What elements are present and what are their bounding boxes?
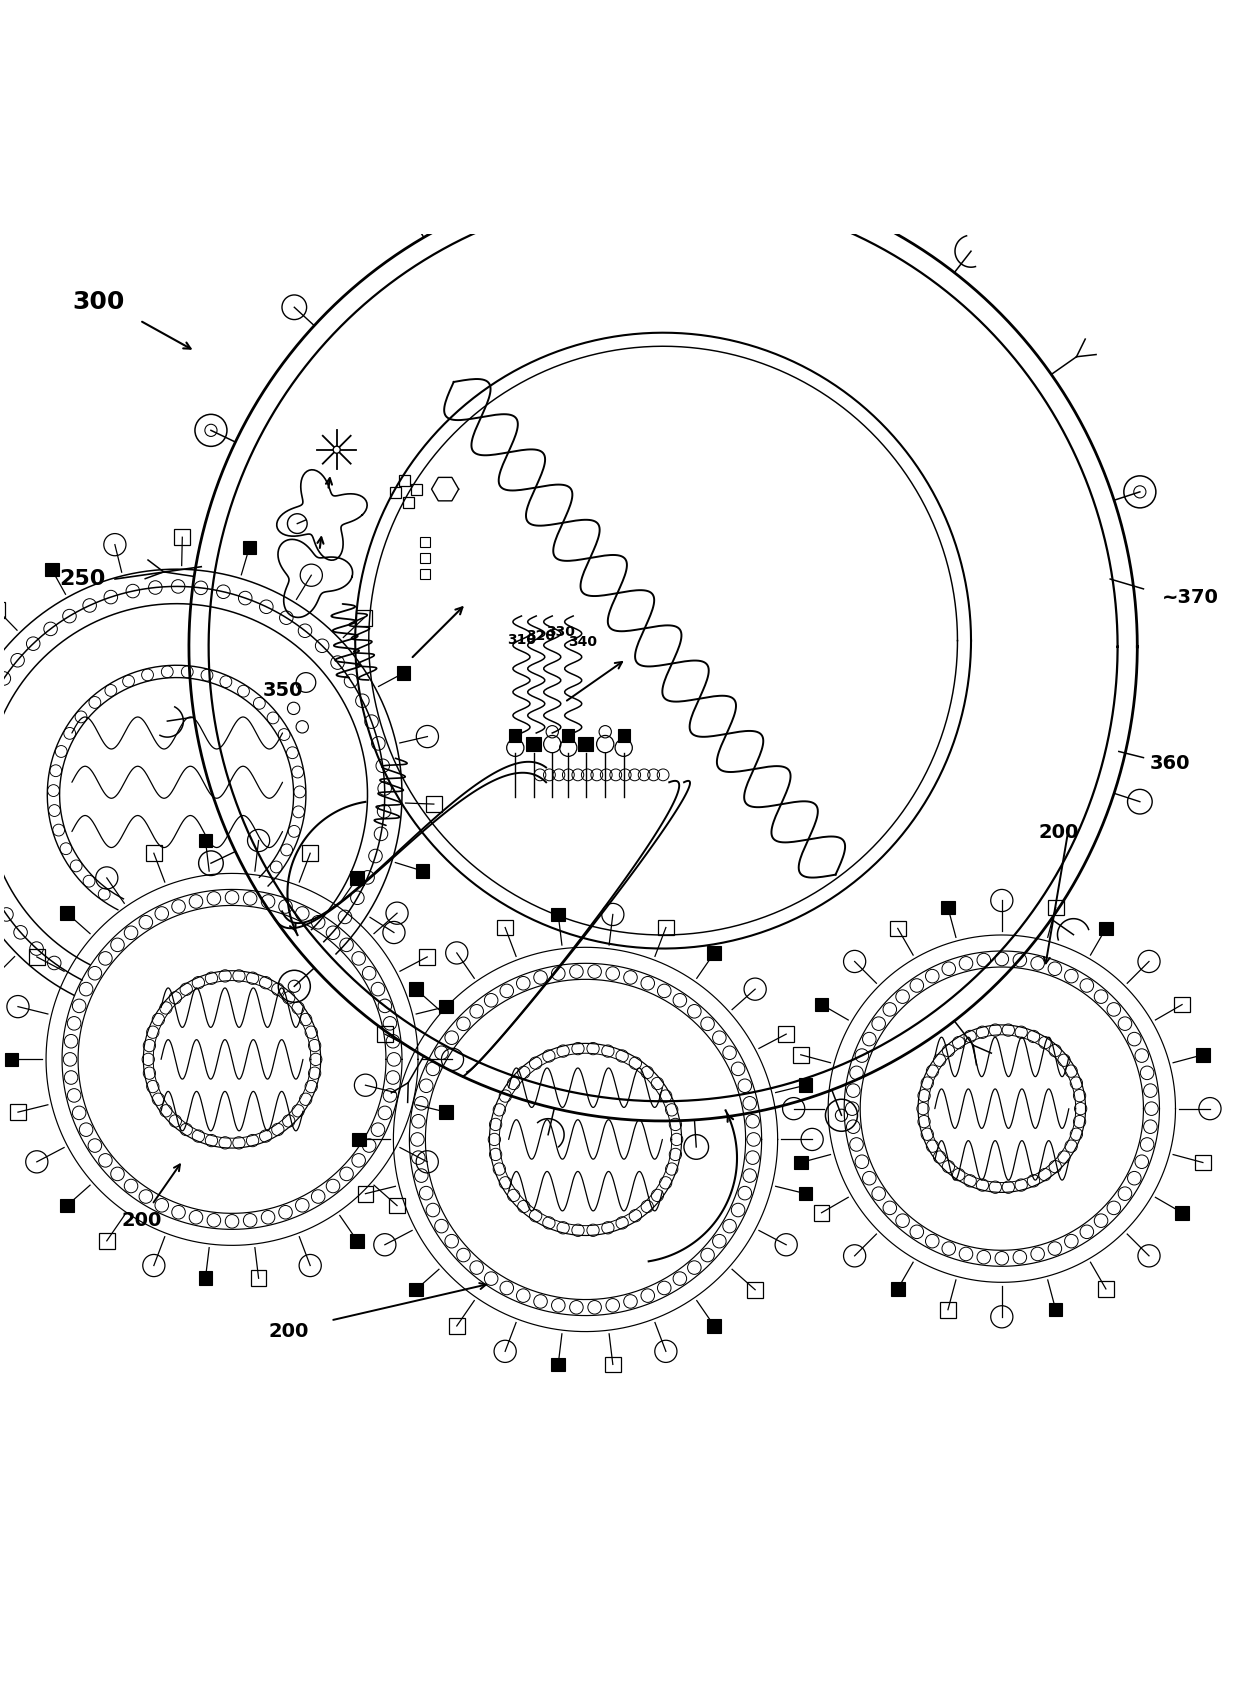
Bar (409, 1284, 423, 1297)
Bar (794, 1156, 807, 1170)
Bar (61, 906, 73, 920)
Bar (399, 474, 410, 486)
Bar (892, 1282, 904, 1295)
Bar (708, 1319, 720, 1333)
Bar (799, 1078, 812, 1091)
Text: 360: 360 (1149, 755, 1190, 774)
Bar (552, 1358, 565, 1372)
Bar (412, 483, 423, 495)
Bar (409, 983, 423, 996)
Bar (815, 998, 828, 1012)
Bar (420, 537, 430, 547)
Text: 300: 300 (72, 291, 124, 314)
Text: ~370: ~370 (1162, 588, 1219, 607)
Bar (391, 488, 402, 498)
Bar (1197, 1047, 1210, 1061)
Bar (527, 736, 541, 751)
Bar (439, 1105, 453, 1119)
Text: 320: 320 (527, 629, 556, 643)
Bar (5, 1052, 19, 1066)
Bar (198, 833, 212, 847)
Bar (415, 864, 429, 877)
Bar (403, 496, 414, 508)
Text: 350: 350 (263, 682, 304, 700)
Bar (61, 1198, 73, 1212)
Text: 250: 250 (60, 570, 105, 588)
Text: 330: 330 (546, 626, 575, 639)
Text: 200: 200 (269, 1321, 309, 1341)
Bar (351, 870, 365, 884)
Bar (352, 1132, 366, 1146)
Bar (243, 541, 257, 554)
Text: 340: 340 (568, 636, 598, 649)
Bar (439, 1000, 453, 1013)
Bar (552, 908, 565, 921)
Bar (799, 1187, 812, 1200)
Bar (578, 736, 593, 751)
Text: 200: 200 (1039, 823, 1079, 842)
Circle shape (334, 445, 340, 454)
Bar (420, 552, 430, 563)
Bar (708, 947, 720, 960)
Bar (351, 1234, 365, 1248)
Text: 310: 310 (507, 632, 536, 646)
Text: 200: 200 (122, 1210, 161, 1229)
Bar (1049, 1302, 1063, 1316)
Bar (45, 563, 58, 576)
Bar (198, 1272, 212, 1285)
Bar (941, 901, 955, 915)
Bar (420, 570, 430, 580)
Bar (1099, 921, 1112, 935)
Bar (1176, 1205, 1189, 1219)
Bar (397, 666, 410, 680)
